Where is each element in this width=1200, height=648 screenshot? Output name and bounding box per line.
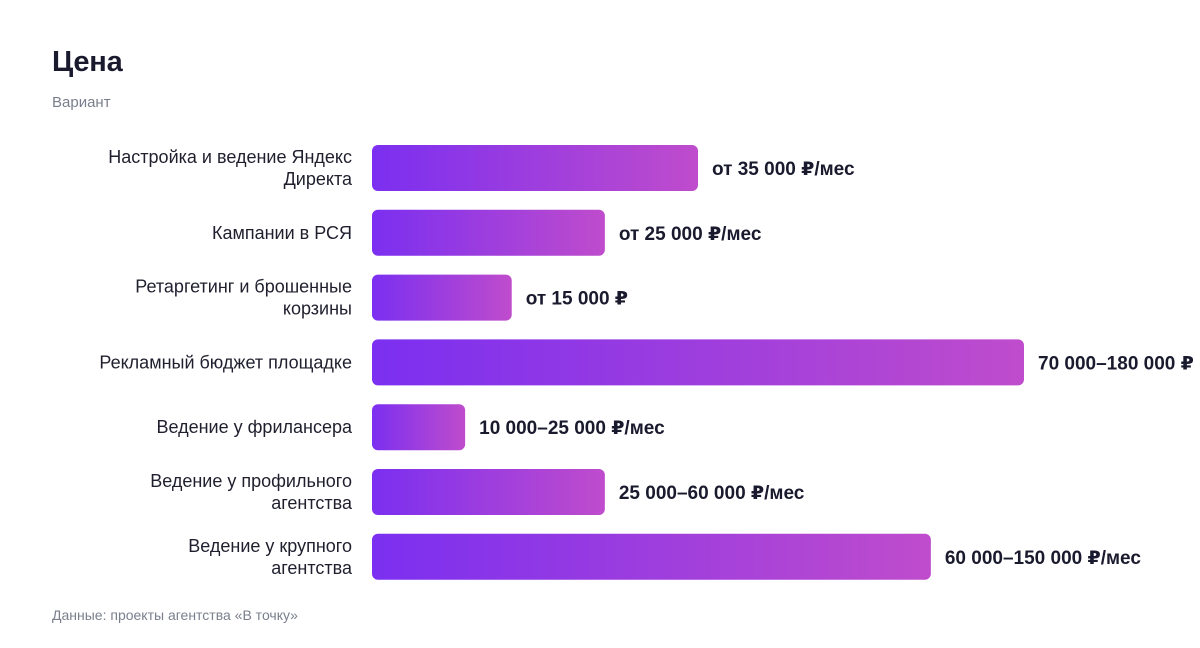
bar-0 <box>372 145 698 191</box>
bar-5 <box>372 469 605 515</box>
value-label-3: 70 000–180 000 ₽ <box>1038 353 1194 374</box>
bars-layer: Настройка и ведение Яндекс Директа от 35 0… <box>99 145 1194 580</box>
value-label-5: 25 000–60 000 ₽/мес <box>619 483 805 504</box>
category-label-0: Настройка и ведение Яндекс Директа <box>108 147 353 189</box>
bar-1 <box>372 209 605 256</box>
category-label-1: Кампании в РСЯ <box>212 223 352 243</box>
value-label-4: 10 000–25 000 ₽/мес <box>479 418 665 439</box>
value-label-6: 60 000–150 000 ₽/мес <box>945 548 1142 569</box>
value-label-0: от 35 000 ₽/мес <box>712 159 855 180</box>
bar-2 <box>372 274 512 321</box>
chart-source: Данные: проекты агентства «В точку» <box>52 607 298 623</box>
category-label-5: Ведение у профильного агентства <box>150 471 353 513</box>
chart-subtitle: Вариант <box>52 94 111 111</box>
chart-title: Цена <box>52 46 123 78</box>
value-label-2: от 15 000 ₽ <box>526 289 628 310</box>
category-label-3: Рекламный бюджет площадке <box>99 352 352 372</box>
value-label-1: от 25 000 ₽/мес <box>619 224 762 245</box>
category-label-6: Ведение у крупного агентства <box>188 536 353 578</box>
bar-6 <box>372 533 931 580</box>
bar-4 <box>372 404 466 451</box>
category-label-4: Ведение у фрилансера <box>156 417 352 437</box>
bar-3 <box>372 339 1024 386</box>
category-label-2: Ретаргетинг и брошенные корзины <box>135 277 352 319</box>
